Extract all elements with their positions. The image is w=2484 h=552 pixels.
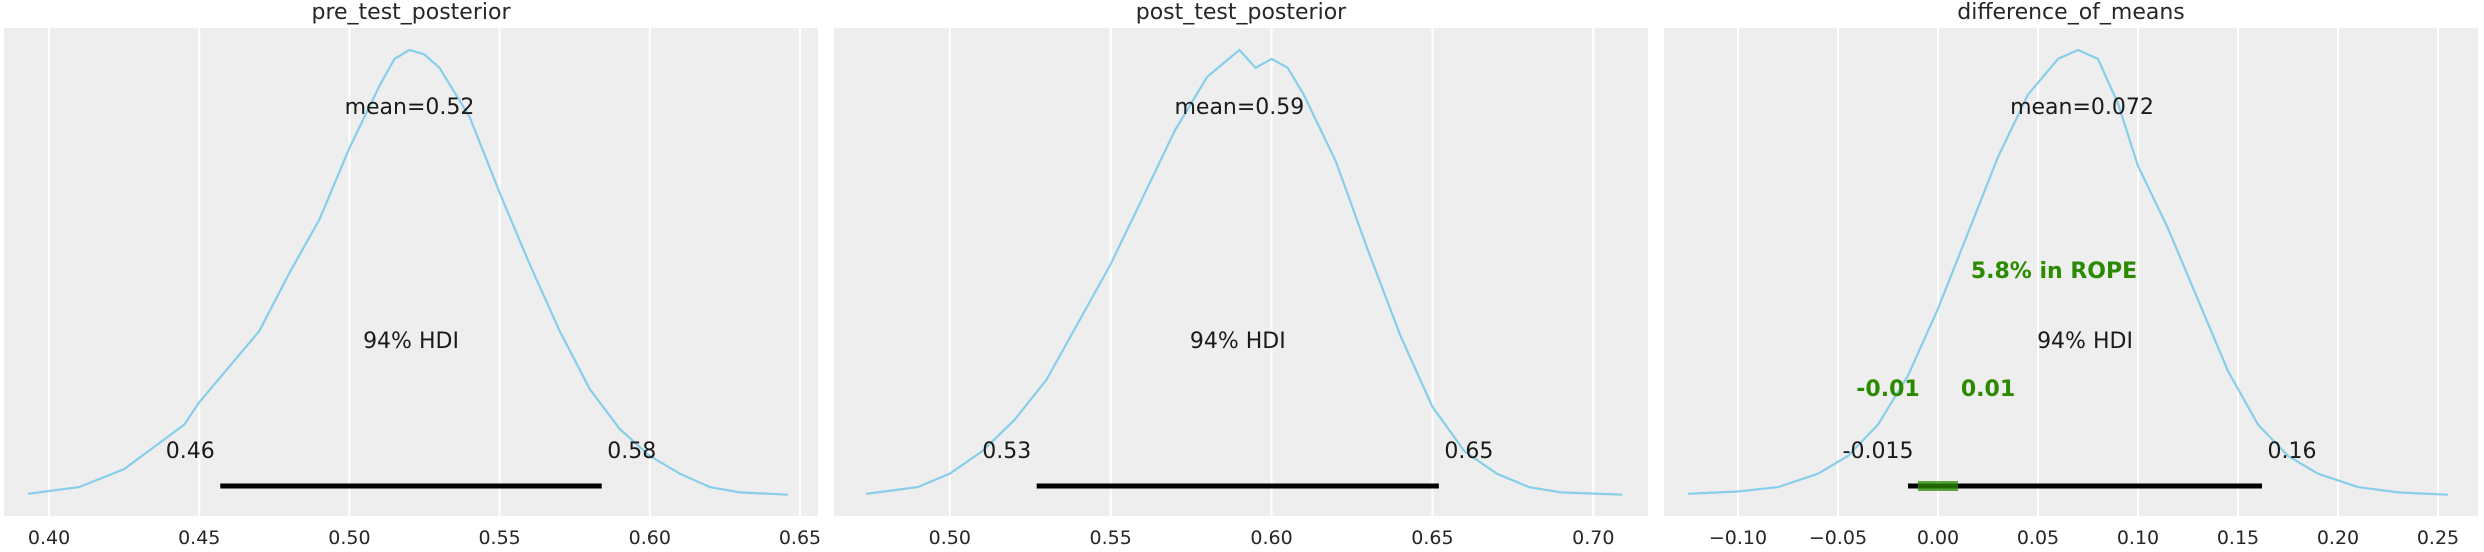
plot-area — [834, 28, 1648, 516]
density-curve — [1687, 48, 2449, 496]
x-tick-label: 0.55 — [478, 527, 520, 549]
mean-label: mean=0.072 — [2010, 95, 2154, 120]
x-tick-label: 0.55 — [1090, 527, 1132, 549]
panel-post-test-posterior: 0.50 0.55 0.60 0.65 0.70 post_test_posteriorm… — [834, 0, 1648, 549]
x-tick-label: 0.00 — [1917, 527, 1959, 549]
hdi-high-label: 0.58 — [607, 439, 656, 464]
hdi-high-label: 0.16 — [2268, 439, 2317, 464]
x-tick-label: 0.65 — [1411, 527, 1453, 549]
hdi-label: 94% HDI — [2037, 329, 2133, 354]
x-tick-label: 0.70 — [1572, 527, 1614, 549]
panel-title: difference_of_means — [1957, 0, 2185, 25]
x-tick-label: 0.60 — [629, 527, 671, 549]
density-curve — [866, 48, 1623, 496]
hdi-low-label: 0.53 — [982, 439, 1031, 464]
x-tick-label: 0.20 — [2317, 527, 2359, 549]
x-tick-label: 0.45 — [178, 527, 220, 549]
x-tick-label: 0.15 — [2217, 527, 2259, 549]
hdi-label: 94% HDI — [1190, 329, 1286, 354]
mean-label: mean=0.59 — [1174, 95, 1304, 120]
plot-area — [1664, 28, 2478, 516]
x-tick-label: 0.50 — [328, 527, 370, 549]
panel-pre-test-posterior: 0.40 0.45 0.50 0.55 0.60 0.65 pre_test_posteri… — [4, 0, 821, 549]
hdi-low-label: 0.46 — [166, 439, 215, 464]
density-curve — [27, 48, 789, 496]
panel-title: post_test_posterior — [1136, 0, 1347, 25]
x-tick-label: −0.10 — [1709, 527, 1767, 549]
rope-percentage-label: 5.8% in ROPE — [1971, 259, 2137, 284]
x-tick-label: 0.10 — [2117, 527, 2159, 549]
x-tick-label: 0.40 — [28, 527, 70, 549]
rope-low-label: -0.01 — [1856, 377, 1919, 402]
plot-area — [4, 28, 818, 516]
x-tick-label: 0.05 — [2017, 527, 2059, 549]
x-tick-label: 0.25 — [2417, 527, 2459, 549]
x-tick-label: −0.05 — [1809, 527, 1867, 549]
x-tick-label: 0.60 — [1250, 527, 1292, 549]
hdi-high-label: 0.65 — [1444, 439, 1493, 464]
panel-title: pre_test_posterior — [311, 0, 511, 25]
mean-label: mean=0.52 — [345, 95, 475, 120]
hdi-label: 94% HDI — [363, 329, 459, 354]
x-tick-label: 0.50 — [929, 527, 971, 549]
hdi-low-label: -0.015 — [1843, 439, 1914, 464]
x-tick-label: 0.65 — [779, 527, 821, 549]
rope-high-label: 0.01 — [1961, 377, 2015, 402]
panel-difference-of-means: −0.10 −0.05 0.00 0.05 0.10 0.15 0.20 0.25 differ… — [1664, 0, 2478, 549]
